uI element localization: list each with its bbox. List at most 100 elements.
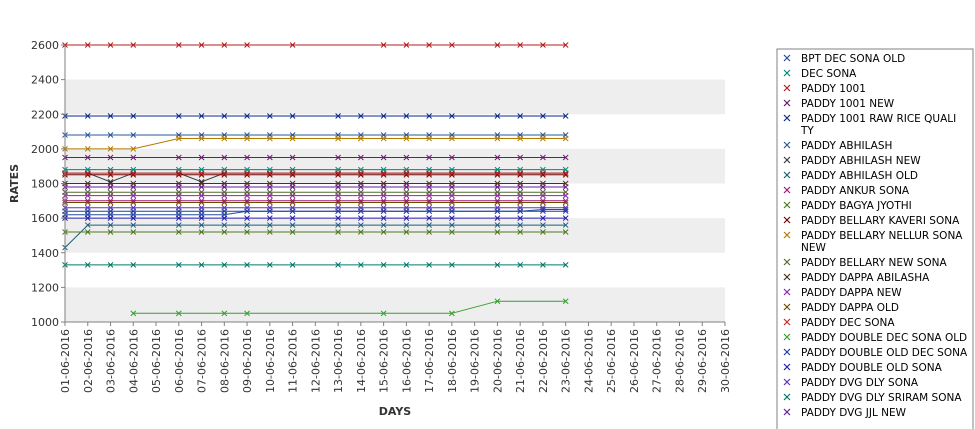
data-point: [426, 184, 432, 190]
x-tick-label: 02-06-2016: [82, 329, 95, 393]
data-point: [517, 170, 524, 176]
data-point: [358, 171, 364, 178]
data-point: [449, 229, 455, 235]
data-point: [517, 204, 524, 211]
data-point: [562, 206, 569, 213]
data-point: [198, 215, 205, 221]
data-point: [244, 222, 250, 228]
data-point: [221, 113, 228, 119]
data-point: [244, 170, 250, 176]
legend-marker: [783, 408, 791, 416]
data-point: [380, 222, 387, 228]
legend-marker: [783, 273, 791, 281]
data-point: [494, 199, 501, 206]
data-point: [380, 135, 387, 142]
x-tick-label: 08-06-2016: [218, 329, 231, 393]
data-point: [358, 204, 364, 211]
data-point: [107, 197, 114, 204]
data-point: [289, 42, 296, 48]
data-point: [198, 135, 205, 142]
data-point: [403, 229, 410, 235]
data-point: [244, 204, 250, 211]
x-tick-label: 28-06-2016: [673, 329, 686, 393]
data-point: [244, 184, 250, 190]
legend-label: PADDY DVG JJL NEW: [801, 407, 907, 419]
data-point: [562, 262, 569, 268]
data-point: [335, 222, 341, 228]
data-point: [198, 113, 205, 119]
data-point: [449, 199, 455, 206]
grid-band: [65, 287, 725, 322]
data-point: [517, 42, 524, 48]
legend-marker: [783, 333, 791, 341]
data-point: [426, 197, 432, 204]
x-tick-label: 21-06-2016: [514, 329, 527, 393]
data-point: [449, 135, 455, 142]
data-point: [335, 262, 341, 268]
data-point: [289, 222, 296, 228]
data-point: [403, 113, 410, 119]
data-point: [175, 154, 182, 161]
data-point: [449, 170, 455, 176]
data-point: [130, 146, 137, 152]
legend-label: PADDY DAPPA NEW: [801, 287, 902, 299]
y-tick-label: 1400: [31, 247, 59, 260]
data-point: [517, 135, 524, 142]
data-point: [403, 184, 410, 190]
legend-label: PADDY DOUBLE OLD DEC SONA: [801, 347, 968, 359]
data-point: [130, 229, 137, 235]
data-point: [244, 199, 250, 206]
data-point: [358, 170, 364, 176]
x-tick-label: 26-06-2016: [628, 329, 641, 393]
data-point: [175, 192, 182, 199]
y-tick-label: 1000: [31, 316, 59, 329]
data-point: [84, 42, 91, 48]
data-point: [517, 222, 524, 228]
x-tick-label: 01-06-2016: [59, 329, 72, 393]
data-point: [289, 171, 296, 178]
data-point: [84, 184, 91, 190]
legend-label: PADDY DEC SONA: [801, 317, 895, 329]
data-point: [403, 204, 410, 211]
data-point: [175, 171, 182, 178]
data-point: [494, 298, 501, 305]
data-point: [266, 204, 273, 211]
data-point: [84, 132, 91, 138]
x-tick-label: 10-06-2016: [264, 329, 277, 393]
data-point: [335, 113, 341, 119]
legend-marker: [783, 69, 791, 77]
data-point: [562, 298, 569, 305]
data-point: [289, 197, 296, 204]
data-point: [175, 229, 182, 235]
data-point: [540, 42, 546, 48]
data-point: [221, 42, 228, 48]
data-point: [380, 184, 387, 190]
data-point: [198, 229, 205, 235]
legend-label: PADDY BAGYA JYOTHI: [801, 200, 912, 212]
data-point: [380, 199, 387, 206]
data-point: [358, 262, 364, 268]
data-point: [84, 204, 91, 211]
data-point: [198, 192, 205, 199]
legend-label: PADDY 1001: [801, 83, 866, 95]
data-point: [380, 171, 387, 178]
data-point: [335, 197, 341, 204]
data-point: [130, 204, 137, 211]
grid-band: [65, 148, 725, 184]
data-point: [540, 206, 546, 213]
data-point: [380, 204, 387, 211]
data-point: [266, 184, 273, 190]
data-point: [335, 135, 341, 142]
data-point: [358, 113, 364, 119]
data-point: [380, 192, 387, 199]
series-markers: [62, 42, 569, 317]
data-point: [84, 215, 91, 221]
data-point: [198, 197, 205, 204]
data-point: [221, 184, 228, 190]
x-tick-label: 03-06-2016: [105, 329, 118, 393]
x-tick-label: 15-06-2016: [378, 329, 391, 393]
data-point: [244, 192, 250, 199]
x-tick-label: 29-06-2016: [696, 329, 709, 393]
legend-label: PADDY DAPPA OLD: [801, 302, 899, 314]
x-tick-label: 18-06-2016: [446, 329, 459, 393]
